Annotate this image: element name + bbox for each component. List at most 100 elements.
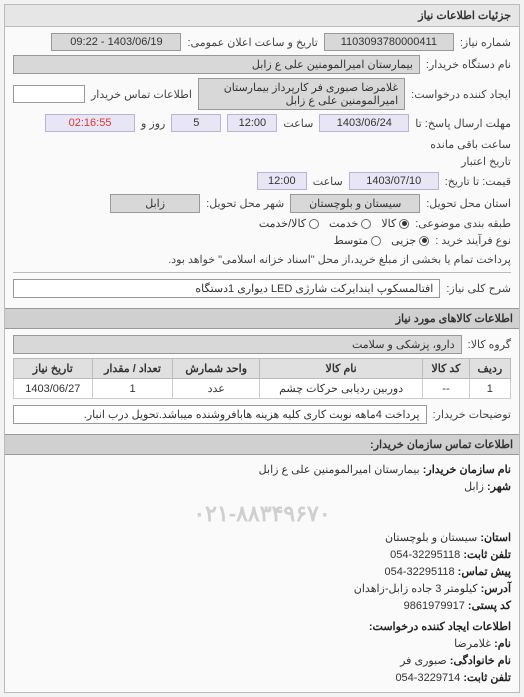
radio-medium-label: متوسط [334,234,369,247]
contact-city-label: شهر: [487,481,511,493]
watermark-phone: ۰۲۱-۸۸۳۴۹۶۷۰ [13,495,511,529]
contact-org-value: بیمارستان امیرالمومنین علی ع زابل [259,464,420,476]
req-phone: تلفن ثابت: 3229714-054 [13,669,511,686]
buyer-contact-input[interactable] [13,85,85,103]
table-row[interactable]: 1 -- دوربین ردیابی حرکات چشم عدد 1 1403/… [14,379,511,399]
col-qty: تعداد / مقدار [92,359,173,379]
radio-dot-icon [419,236,429,246]
cell-qty: 1 [92,379,173,399]
req-phone-value: 3229714-054 [395,672,460,684]
items-section: گروه کالا: دارو، پزشکی و سلامت ردیف کد ک… [5,329,519,434]
radio-service-label: خدمت [329,217,358,230]
contact-fax: پیش تماس: 32295118-054 [13,563,511,580]
contact-city-value: زابل [464,481,484,493]
requester-value: غلامرضا صبوری فر کارپرداز بیمارستان امیر… [198,78,405,110]
need-no-value: 1103093780000411 [324,33,454,51]
col-rownum: ردیف [469,359,510,379]
contact-address-value: کیلومتر 3 جاده زابل-زاهدان [354,583,478,595]
reply-until-label: مهلت ارسال پاسخ: تا [415,117,511,130]
valid-to-time[interactable]: 12:00 [257,172,307,190]
contact-address: آدرس: کیلومتر 3 جاده زابل-زاهدان [13,580,511,597]
req-lname-value: صبوری فر [400,655,447,667]
radio-circle-icon [371,236,381,246]
need-desc-label: شرح کلی نیاز: [446,282,511,295]
province-value: سیستان و بلوچستان [290,194,420,213]
cell-code: -- [423,379,470,399]
buyer-contact-label: اطلاعات تماس خریدار [91,88,192,101]
req-lname-label: نام خانوادگی: [450,655,511,667]
radio-goods-service-label: کالا/خدمت [259,217,306,230]
radio-medium[interactable]: متوسط [334,234,382,247]
cell-date: 1403/06/27 [14,379,93,399]
radio-service[interactable]: خدمت [329,217,371,230]
time-label-2: ساعت [313,175,343,188]
contact-phone-label: تلفن ثابت: [463,549,511,561]
contact-province: استان: سیستان و بلوچستان [13,529,511,546]
city-delivery-value: زابل [110,194,200,213]
radio-dot-icon [399,219,409,229]
contact-city: شهر: زابل [13,478,511,495]
need-desc-value: افتالمسکوپ ایندایرکت شارژی LED دیواری 1د… [13,279,440,298]
cell-unit: عدد [173,379,260,399]
radio-goods-service[interactable]: کالا/خدمت [259,217,319,230]
req-fname: نام: غلامرضا [13,635,511,652]
process-note: پرداخت تمام یا بخشی از مبلغ خرید،از محل … [13,253,511,266]
time-label-1: ساعت [283,117,313,130]
radio-partial[interactable]: جزیی [391,234,429,247]
details-panel: جزئیات اطلاعات نیاز شماره نیاز: 11030937… [4,4,520,693]
valid-to-date[interactable]: 1403/07/10 [349,172,439,190]
req-fname-value: غلامرضا [454,638,491,650]
group-label: گروه کالا: [468,338,511,351]
contact-fax-value: 32295118-054 [384,566,454,578]
contact-section: نام سازمان خریدار: بیمارستان امیرالمومنی… [5,455,519,692]
radio-circle-icon [309,219,319,229]
buyer-org-value: بیمارستان امیرالمومنین علی ع زابل [13,55,420,74]
contact-phone-value: 32295118-054 [390,549,460,561]
remain-time: 02:16:55 [45,114,135,132]
contact-heading: اطلاعات تماس سازمان خریدار: [5,434,519,455]
contact-postal-value: 9861979917 [404,600,465,612]
radio-goods[interactable]: کالا [381,217,409,230]
buyer-notes-value: پرداخت 4ماهه نوبت کاری کلیه هزینه هابافر… [13,405,427,424]
remain-label: ساعت باقی مانده [430,138,511,151]
process-label: نوع فرآیند خرید : [435,234,511,247]
group-value: دارو، پزشکی و سلامت [13,335,462,354]
valid-to-label: قیمت: تا تاریخ: [445,175,511,188]
items-header-row: ردیف کد کالا نام کالا واحد شمارش تعداد /… [14,359,511,379]
contact-province-label: استان: [480,532,511,544]
cell-name: دوربین ردیابی حرکات چشم [260,379,423,399]
contact-fax-label: پیش تماس: [458,566,511,578]
req-contact-heading-text: اطلاعات ایجاد کننده درخواست: [369,621,511,633]
radio-goods-label: کالا [381,217,396,230]
buyer-org-label: نام دستگاه خریدار: [426,58,511,71]
packaging-radio-group: کالا خدمت کالا/خدمت [259,217,409,230]
req-fname-label: نام: [494,638,511,650]
radio-circle-icon [361,219,371,229]
city-delivery-label: شهر محل تحویل: [206,197,284,210]
radio-partial-label: جزیی [391,234,416,247]
cell-rownum: 1 [469,379,510,399]
header-section: شماره نیاز: 1103093780000411 تاریخ و ساع… [5,27,519,308]
province-label: استان محل تحویل: [426,197,511,210]
panel-title: جزئیات اطلاعات نیاز [5,5,519,27]
announce-value: 1403/06/19 - 09:22 [51,33,181,51]
contact-phone: تلفن ثابت: 32295118-054 [13,546,511,563]
buyer-notes-label: توضیحات خریدار: [433,408,511,421]
valid-from-label: تاریخ اعتبار [461,155,511,168]
col-unit: واحد شمارش [173,359,260,379]
items-heading: اطلاعات کالاهای مورد نیاز [5,308,519,329]
col-code: کد کالا [423,359,470,379]
col-name: نام کالا [260,359,423,379]
days-label: روز و [141,117,165,130]
req-contact-heading: اطلاعات ایجاد کننده درخواست: [13,618,511,635]
divider [13,272,511,273]
contact-postal: کد پستی: 9861979917 [13,597,511,614]
need-no-label: شماره نیاز: [460,36,511,49]
packaging-label: طبقه بندی موضوعی: [415,217,511,230]
reply-time[interactable]: 12:00 [227,114,277,132]
contact-org: نام سازمان خریدار: بیمارستان امیرالمومنی… [13,461,511,478]
contact-province-value: سیستان و بلوچستان [385,532,477,544]
contact-org-label: نام سازمان خریدار: [423,464,511,476]
items-table: ردیف کد کالا نام کالا واحد شمارش تعداد /… [13,358,511,399]
reply-date[interactable]: 1403/06/24 [319,114,409,132]
